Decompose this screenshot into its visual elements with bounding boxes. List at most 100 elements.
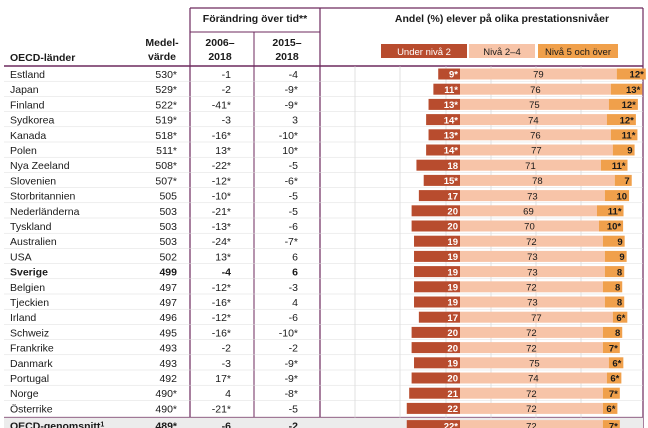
label-level2-4: 73 — [527, 298, 538, 309]
change-2006-2018: -13* — [212, 221, 231, 233]
header-country: OECD-länder — [10, 52, 75, 64]
label-level2-4: 79 — [533, 70, 544, 81]
bar-level2-4 — [460, 266, 605, 278]
legend: Under nivå 2 Nivå 2–4 Nivå 5 och över — [381, 44, 618, 58]
bar-under-level2 — [426, 144, 460, 156]
country-name: Belgien — [10, 282, 45, 294]
bar-level5-above — [602, 342, 620, 354]
change-2015-2018: -3 — [289, 282, 298, 294]
table-row: Sverige 499 -4 6 19 73 8 — [4, 266, 643, 280]
label-under-level2: 19 — [447, 252, 458, 263]
change-2015-2018: -5 — [289, 191, 298, 203]
label-level2-4: 73 — [527, 191, 538, 202]
label-under-level2: 19 — [447, 298, 458, 309]
label-level2-4: 75 — [529, 359, 540, 370]
mean-score: 503 — [159, 221, 177, 233]
change-2006-2018: -16* — [212, 327, 231, 339]
bar-level5-above — [596, 205, 624, 217]
country-name: Polen — [10, 145, 37, 157]
table-row: Finland 522* -41* -9* 13* 75 12* — [4, 98, 643, 112]
label-under-level2: 19 — [447, 283, 458, 294]
label-level5-above: 11* — [622, 131, 636, 142]
bar-under-level2 — [414, 281, 460, 293]
label-level5-above: 13* — [626, 85, 641, 96]
bar-under-level2 — [426, 114, 460, 126]
country-name: Storbritannien — [10, 191, 76, 203]
country-name: Sverige — [10, 267, 48, 279]
change-2006-2018: -2 — [222, 343, 231, 355]
bar-under-level2 — [414, 357, 460, 369]
bar-level2-4 — [460, 342, 603, 354]
country-name: Irland — [10, 312, 36, 324]
header-change-2006: 2006– — [205, 37, 234, 49]
label-under-level2: 20 — [447, 222, 458, 233]
change-2006-2018: 17* — [215, 373, 231, 385]
change-2015-2018: 3 — [292, 115, 298, 127]
label-level2-4: 72 — [526, 343, 537, 354]
country-name: Nederländerna — [10, 206, 80, 218]
label-level5-above: 6* — [606, 404, 615, 415]
change-2006-2018: -12* — [212, 175, 231, 187]
change-2015-2018: -5 — [289, 206, 298, 218]
label-under-level2: 19 — [447, 359, 458, 370]
label-under-level2: 13* — [444, 100, 459, 111]
label-level2-4: 74 — [528, 115, 539, 126]
bar-level5-above — [598, 220, 624, 232]
bar-under-level2 — [411, 205, 460, 217]
label-under-level2: 15* — [444, 176, 459, 187]
bar-level5-above — [616, 68, 646, 80]
bar-level2-4 — [460, 402, 603, 414]
change-2015-2018: -6* — [285, 175, 298, 187]
label-level2-4: 75 — [529, 100, 540, 111]
mean-score: 490* — [155, 388, 177, 400]
label-under-level2: 17 — [447, 191, 458, 202]
label-level5-above: 8 — [615, 283, 620, 294]
bar-level2-4 — [460, 357, 609, 369]
label-level2-4: 76 — [530, 85, 541, 96]
table-row: Estland 530* -1 -4 9* 79 12* — [4, 68, 646, 82]
bar-level2-4 — [460, 114, 607, 126]
mean-score: 502 — [159, 251, 177, 263]
legend-under-label: Under nivå 2 — [397, 47, 451, 58]
change-2006-2018: -16* — [212, 297, 231, 309]
label-level5-above: 12* — [620, 115, 635, 126]
bar-level5-above — [604, 266, 625, 278]
table-row: USA 502 13* 6 19 73 9 — [4, 250, 643, 264]
bar-under-level2 — [438, 68, 460, 80]
bar-under-level2 — [414, 266, 460, 278]
country-name: Estland — [10, 69, 45, 81]
change-2006-2018: 13* — [215, 145, 231, 157]
bar-level2-4 — [460, 420, 603, 428]
bar-level5-above — [602, 281, 623, 293]
bar-level2-4 — [460, 159, 601, 171]
mean-score: 499 — [159, 267, 177, 279]
table-row: Belgien 497 -12* -3 19 72 8 — [4, 281, 643, 295]
bar-level2-4 — [460, 220, 599, 232]
table-row: Irland 496 -12* -6 17 77 6* — [4, 311, 643, 325]
bar-under-level2 — [414, 296, 460, 308]
table-row: Norge 490* 4 -8* 21 72 7* — [4, 387, 643, 401]
country-name: Australien — [10, 236, 57, 248]
mean-score: 497 — [159, 297, 177, 309]
label-level5-above: 7* — [609, 421, 618, 428]
legend-under-swatch — [381, 44, 467, 58]
bar-level5-above — [602, 402, 618, 414]
header-levels-title: Andel (%) elever på olika prestationsniv… — [395, 13, 609, 25]
label-under-level2: 14* — [444, 115, 459, 126]
label-level2-4: 78 — [532, 176, 543, 187]
label-level2-4: 72 — [526, 237, 537, 248]
label-level5-above: 6* — [612, 359, 621, 370]
bar-under-level2 — [423, 174, 460, 186]
change-2006-2018: 13* — [215, 251, 231, 263]
change-2006-2018: -3 — [222, 358, 231, 370]
mean-score: 522* — [155, 99, 177, 111]
label-under-level2: 18 — [447, 161, 458, 172]
table-row: Japan 529* -2 -9* 11* 76 13* — [4, 83, 643, 97]
bar-level2-4 — [460, 311, 613, 323]
label-level2-4: 73 — [527, 267, 538, 278]
mean-score: 493 — [159, 358, 177, 370]
bar-under-level2 — [411, 220, 460, 232]
change-2006-2018: -4 — [222, 267, 231, 279]
label-level2-4: 72 — [526, 283, 537, 294]
label-under-level2: 20 — [447, 374, 458, 385]
